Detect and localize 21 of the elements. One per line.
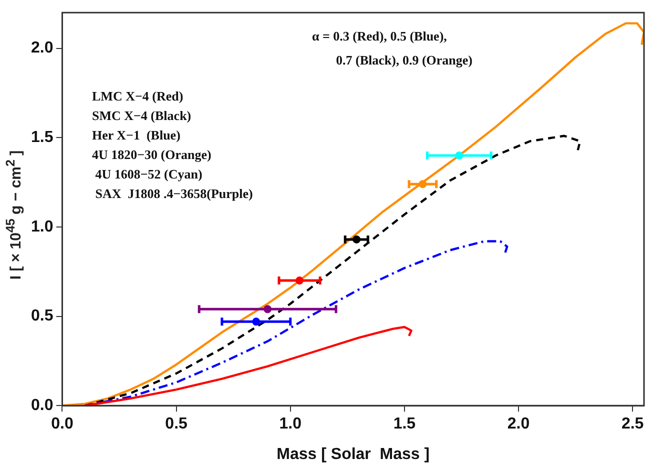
annotation: α = 0.3 (Red), 0.5 (Blue), (312, 28, 447, 44)
annotation: SAX J1808 .4−3658(Purple) (92, 186, 253, 201)
x-axis-title: Mass [ Solar Mass ] (276, 446, 430, 463)
annotation: 0.7 (Black), 0.9 (Orange) (336, 52, 472, 68)
annotation: 4U 1820−30 (Orange) (92, 146, 212, 162)
annotation: 4U 1608−52 (Cyan) (92, 166, 202, 182)
y-tick-label: 0.5 (30, 308, 54, 325)
x-tick-label: 1.0 (279, 416, 302, 433)
y-tick-label: 2.0 (30, 40, 54, 57)
y-tick-label: 1.0 (30, 218, 54, 236)
y-tick-label: 0.0 (30, 397, 54, 414)
x-tick-label: 0.5 (165, 416, 188, 433)
annotation: LMC X−4 (Red) (92, 88, 184, 104)
annotation: Her X−1 (Blue) (92, 127, 180, 142)
x-tick-label: 0.0 (51, 416, 74, 433)
x-tick-label: 2.0 (507, 416, 530, 433)
annotation: SMC X−4 (Black) (92, 108, 192, 123)
y-tick-label: 1.5 (30, 129, 54, 146)
line-series (84, 240, 508, 406)
x-tick-label: 1.5 (393, 416, 416, 433)
x-tick-label: 2.5 (621, 416, 644, 433)
